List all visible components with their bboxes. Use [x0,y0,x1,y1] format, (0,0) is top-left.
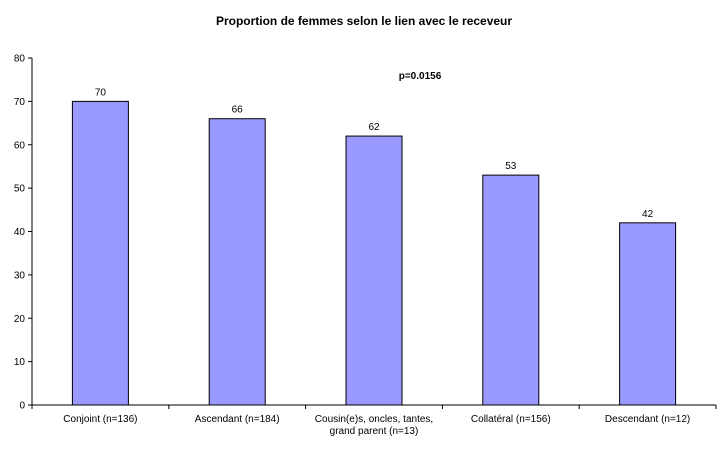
y-tick-label: 10 [14,357,26,368]
y-tick-label: 60 [14,140,26,151]
y-tick-label: 80 [14,54,26,65]
data-label: 70 [95,87,107,98]
data-label: 53 [505,161,517,172]
data-labels: 70 66 62 53 42 [95,87,654,219]
x-category-label: Descendant (n=12) [605,414,690,425]
y-tick-label: 70 [14,97,26,108]
x-category-label: Cousin(e)s, oncles, tantes, [315,414,433,425]
data-label: 42 [642,209,654,220]
p-value-annotation: p=0.0156 [399,71,442,82]
bar [71,100,129,406]
y-tick-label: 40 [14,227,26,238]
bar [345,135,403,406]
data-label: 62 [368,122,380,133]
x-category-label: Ascendant (n=184) [195,414,280,425]
bar [208,118,266,406]
x-category-label: Collatéral (n=156) [471,414,551,425]
y-tick-label: 50 [14,184,26,195]
x-category-label: grand parent (n=13) [330,426,419,437]
y-tick-label: 20 [14,314,26,325]
bar [619,222,677,406]
y-tick-label: 30 [14,270,26,281]
x-category-label: Conjoint (n=136) [63,414,137,425]
y-tick-label: 0 [19,401,25,412]
axes: 0 10 20 30 40 50 60 70 80 Conjoint (n=136) Ascenda… [14,54,717,437]
chart-title: Proportion de femmes selon le lien avec … [216,14,512,28]
data-label: 66 [232,105,244,116]
bar [482,174,540,406]
bars [71,100,677,406]
